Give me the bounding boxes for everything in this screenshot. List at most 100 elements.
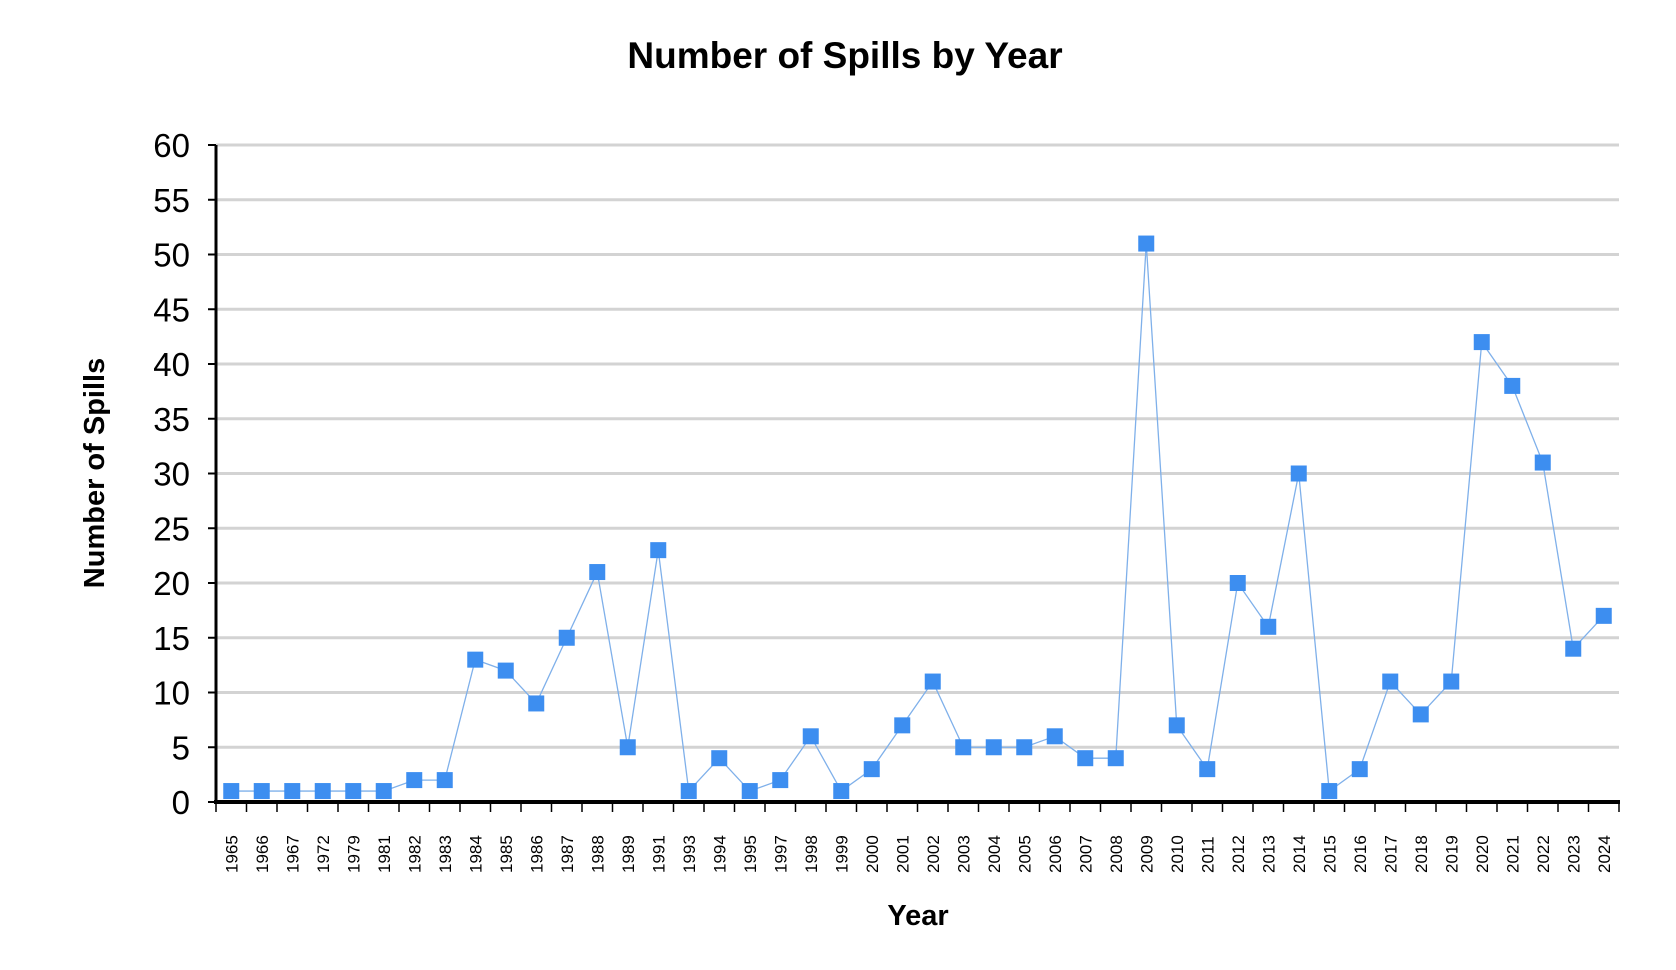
x-axis-ticks: 1965 1966 1967 1972 1979 1981 1982 1983 1984 1985… bbox=[215, 802, 1620, 873]
x-tick-label: 1986 bbox=[527, 835, 546, 873]
data-point-1995[interactable] bbox=[741, 783, 758, 800]
x-tick-label: 1989 bbox=[619, 835, 638, 873]
x-tick-label: 1998 bbox=[802, 835, 821, 873]
x-tick-label: 1965 bbox=[222, 835, 241, 873]
data-point-1993[interactable] bbox=[680, 783, 697, 800]
x-tick-label: 2013 bbox=[1259, 835, 1278, 873]
x-tick-label: 2002 bbox=[924, 835, 943, 873]
x-tick-label: 2009 bbox=[1137, 835, 1156, 873]
x-tick-label: 2001 bbox=[893, 835, 912, 873]
data-point-1965[interactable] bbox=[223, 783, 240, 800]
data-point-1983[interactable] bbox=[436, 772, 453, 789]
series-number-of-spills bbox=[223, 235, 1612, 800]
data-point-1988[interactable] bbox=[589, 564, 606, 581]
data-point-2001[interactable] bbox=[894, 717, 911, 734]
data-point-1985[interactable] bbox=[497, 662, 514, 679]
data-point-2000[interactable] bbox=[863, 761, 880, 778]
x-tick-label: 1995 bbox=[741, 835, 760, 873]
x-tick-label: 2017 bbox=[1381, 835, 1400, 873]
x-tick-label: 1994 bbox=[710, 835, 729, 873]
x-tick-label: 2022 bbox=[1534, 835, 1553, 873]
data-point-2006[interactable] bbox=[1046, 728, 1063, 745]
y-tick-label: 55 bbox=[153, 182, 190, 219]
x-tick-label: 1966 bbox=[253, 835, 272, 873]
y-tick-label: 5 bbox=[172, 729, 190, 766]
y-tick-label: 0 bbox=[172, 784, 190, 821]
y-tick-label: 40 bbox=[153, 346, 190, 383]
data-point-1997[interactable] bbox=[772, 772, 789, 789]
x-tick-label: 2005 bbox=[1015, 835, 1034, 873]
x-tick-label: 1991 bbox=[649, 835, 668, 873]
data-point-2017[interactable] bbox=[1382, 673, 1399, 690]
x-tick-label: 2008 bbox=[1107, 835, 1126, 873]
data-point-2020[interactable] bbox=[1473, 334, 1490, 351]
data-point-1986[interactable] bbox=[528, 695, 545, 712]
data-point-2014[interactable] bbox=[1290, 465, 1307, 482]
y-tick-label: 45 bbox=[153, 291, 190, 328]
data-point-1972[interactable] bbox=[314, 783, 331, 800]
data-point-2003[interactable] bbox=[955, 739, 972, 756]
data-point-2007[interactable] bbox=[1077, 750, 1094, 767]
data-point-1994[interactable] bbox=[711, 750, 728, 767]
x-tick-label: 1993 bbox=[680, 835, 699, 873]
data-point-1979[interactable] bbox=[345, 783, 362, 800]
data-point-2021[interactable] bbox=[1504, 377, 1521, 394]
y-tick-label: 60 bbox=[153, 127, 190, 164]
data-point-1967[interactable] bbox=[284, 783, 301, 800]
x-tick-label: 2014 bbox=[1290, 835, 1309, 873]
x-tick-label: 2024 bbox=[1595, 835, 1614, 873]
data-point-2024[interactable] bbox=[1595, 607, 1612, 624]
data-point-1991[interactable] bbox=[650, 542, 667, 559]
x-tick-label: 2000 bbox=[863, 835, 882, 873]
data-point-2018[interactable] bbox=[1412, 706, 1429, 723]
data-point-1966[interactable] bbox=[253, 783, 270, 800]
x-tick-label: 2021 bbox=[1503, 835, 1522, 873]
data-point-2016[interactable] bbox=[1351, 761, 1368, 778]
x-axis-label: Year bbox=[887, 900, 948, 932]
x-tick-label: 2018 bbox=[1412, 835, 1431, 873]
data-point-2011[interactable] bbox=[1199, 761, 1216, 778]
data-point-2010[interactable] bbox=[1168, 717, 1185, 734]
y-tick-label: 10 bbox=[153, 675, 190, 712]
series-line bbox=[231, 243, 1605, 793]
x-tick-label: 1981 bbox=[375, 835, 394, 873]
x-tick-label: 2016 bbox=[1351, 835, 1370, 873]
x-tick-label: 1967 bbox=[283, 835, 302, 873]
data-point-1981[interactable] bbox=[375, 783, 392, 800]
data-point-1982[interactable] bbox=[406, 772, 423, 789]
data-point-2013[interactable] bbox=[1260, 618, 1277, 635]
data-point-2023[interactable] bbox=[1565, 640, 1582, 657]
gridlines bbox=[216, 143, 1619, 749]
x-tick-label: 1985 bbox=[497, 835, 516, 873]
x-tick-label: 2012 bbox=[1229, 835, 1248, 873]
data-point-2022[interactable] bbox=[1534, 454, 1551, 471]
data-point-2009[interactable] bbox=[1138, 235, 1155, 252]
y-axis-ticks: 0 5 10 15 20 25 30 35 40 45 50 55 60 bbox=[153, 127, 216, 821]
data-point-1987[interactable] bbox=[558, 629, 575, 646]
data-point-2012[interactable] bbox=[1229, 575, 1246, 591]
data-point-1999[interactable] bbox=[833, 783, 850, 800]
data-point-2005[interactable] bbox=[1016, 739, 1033, 756]
x-tick-label: 1997 bbox=[771, 835, 790, 873]
data-point-1984[interactable] bbox=[467, 651, 484, 668]
x-tick-label: 2020 bbox=[1473, 835, 1492, 873]
data-point-2004[interactable] bbox=[985, 739, 1002, 756]
data-point-2008[interactable] bbox=[1107, 750, 1124, 767]
data-point-2015[interactable] bbox=[1321, 783, 1338, 800]
x-tick-label: 2004 bbox=[985, 835, 1004, 873]
data-point-2019[interactable] bbox=[1443, 673, 1460, 690]
x-tick-label: 1987 bbox=[558, 835, 577, 873]
x-tick-label: 1984 bbox=[466, 835, 485, 873]
y-tick-label: 20 bbox=[153, 565, 190, 602]
data-point-1989[interactable] bbox=[619, 739, 636, 756]
y-tick-label: 30 bbox=[153, 456, 190, 493]
y-axis-label: Number of Spills bbox=[79, 358, 111, 588]
x-tick-label: 2010 bbox=[1168, 835, 1187, 873]
data-point-1998[interactable] bbox=[802, 728, 819, 745]
x-tick-label: 1982 bbox=[405, 835, 424, 873]
y-tick-label: 50 bbox=[153, 237, 190, 274]
x-tick-label: 1979 bbox=[344, 835, 363, 873]
y-tick-label: 25 bbox=[153, 510, 190, 547]
data-point-2002[interactable] bbox=[924, 673, 941, 690]
